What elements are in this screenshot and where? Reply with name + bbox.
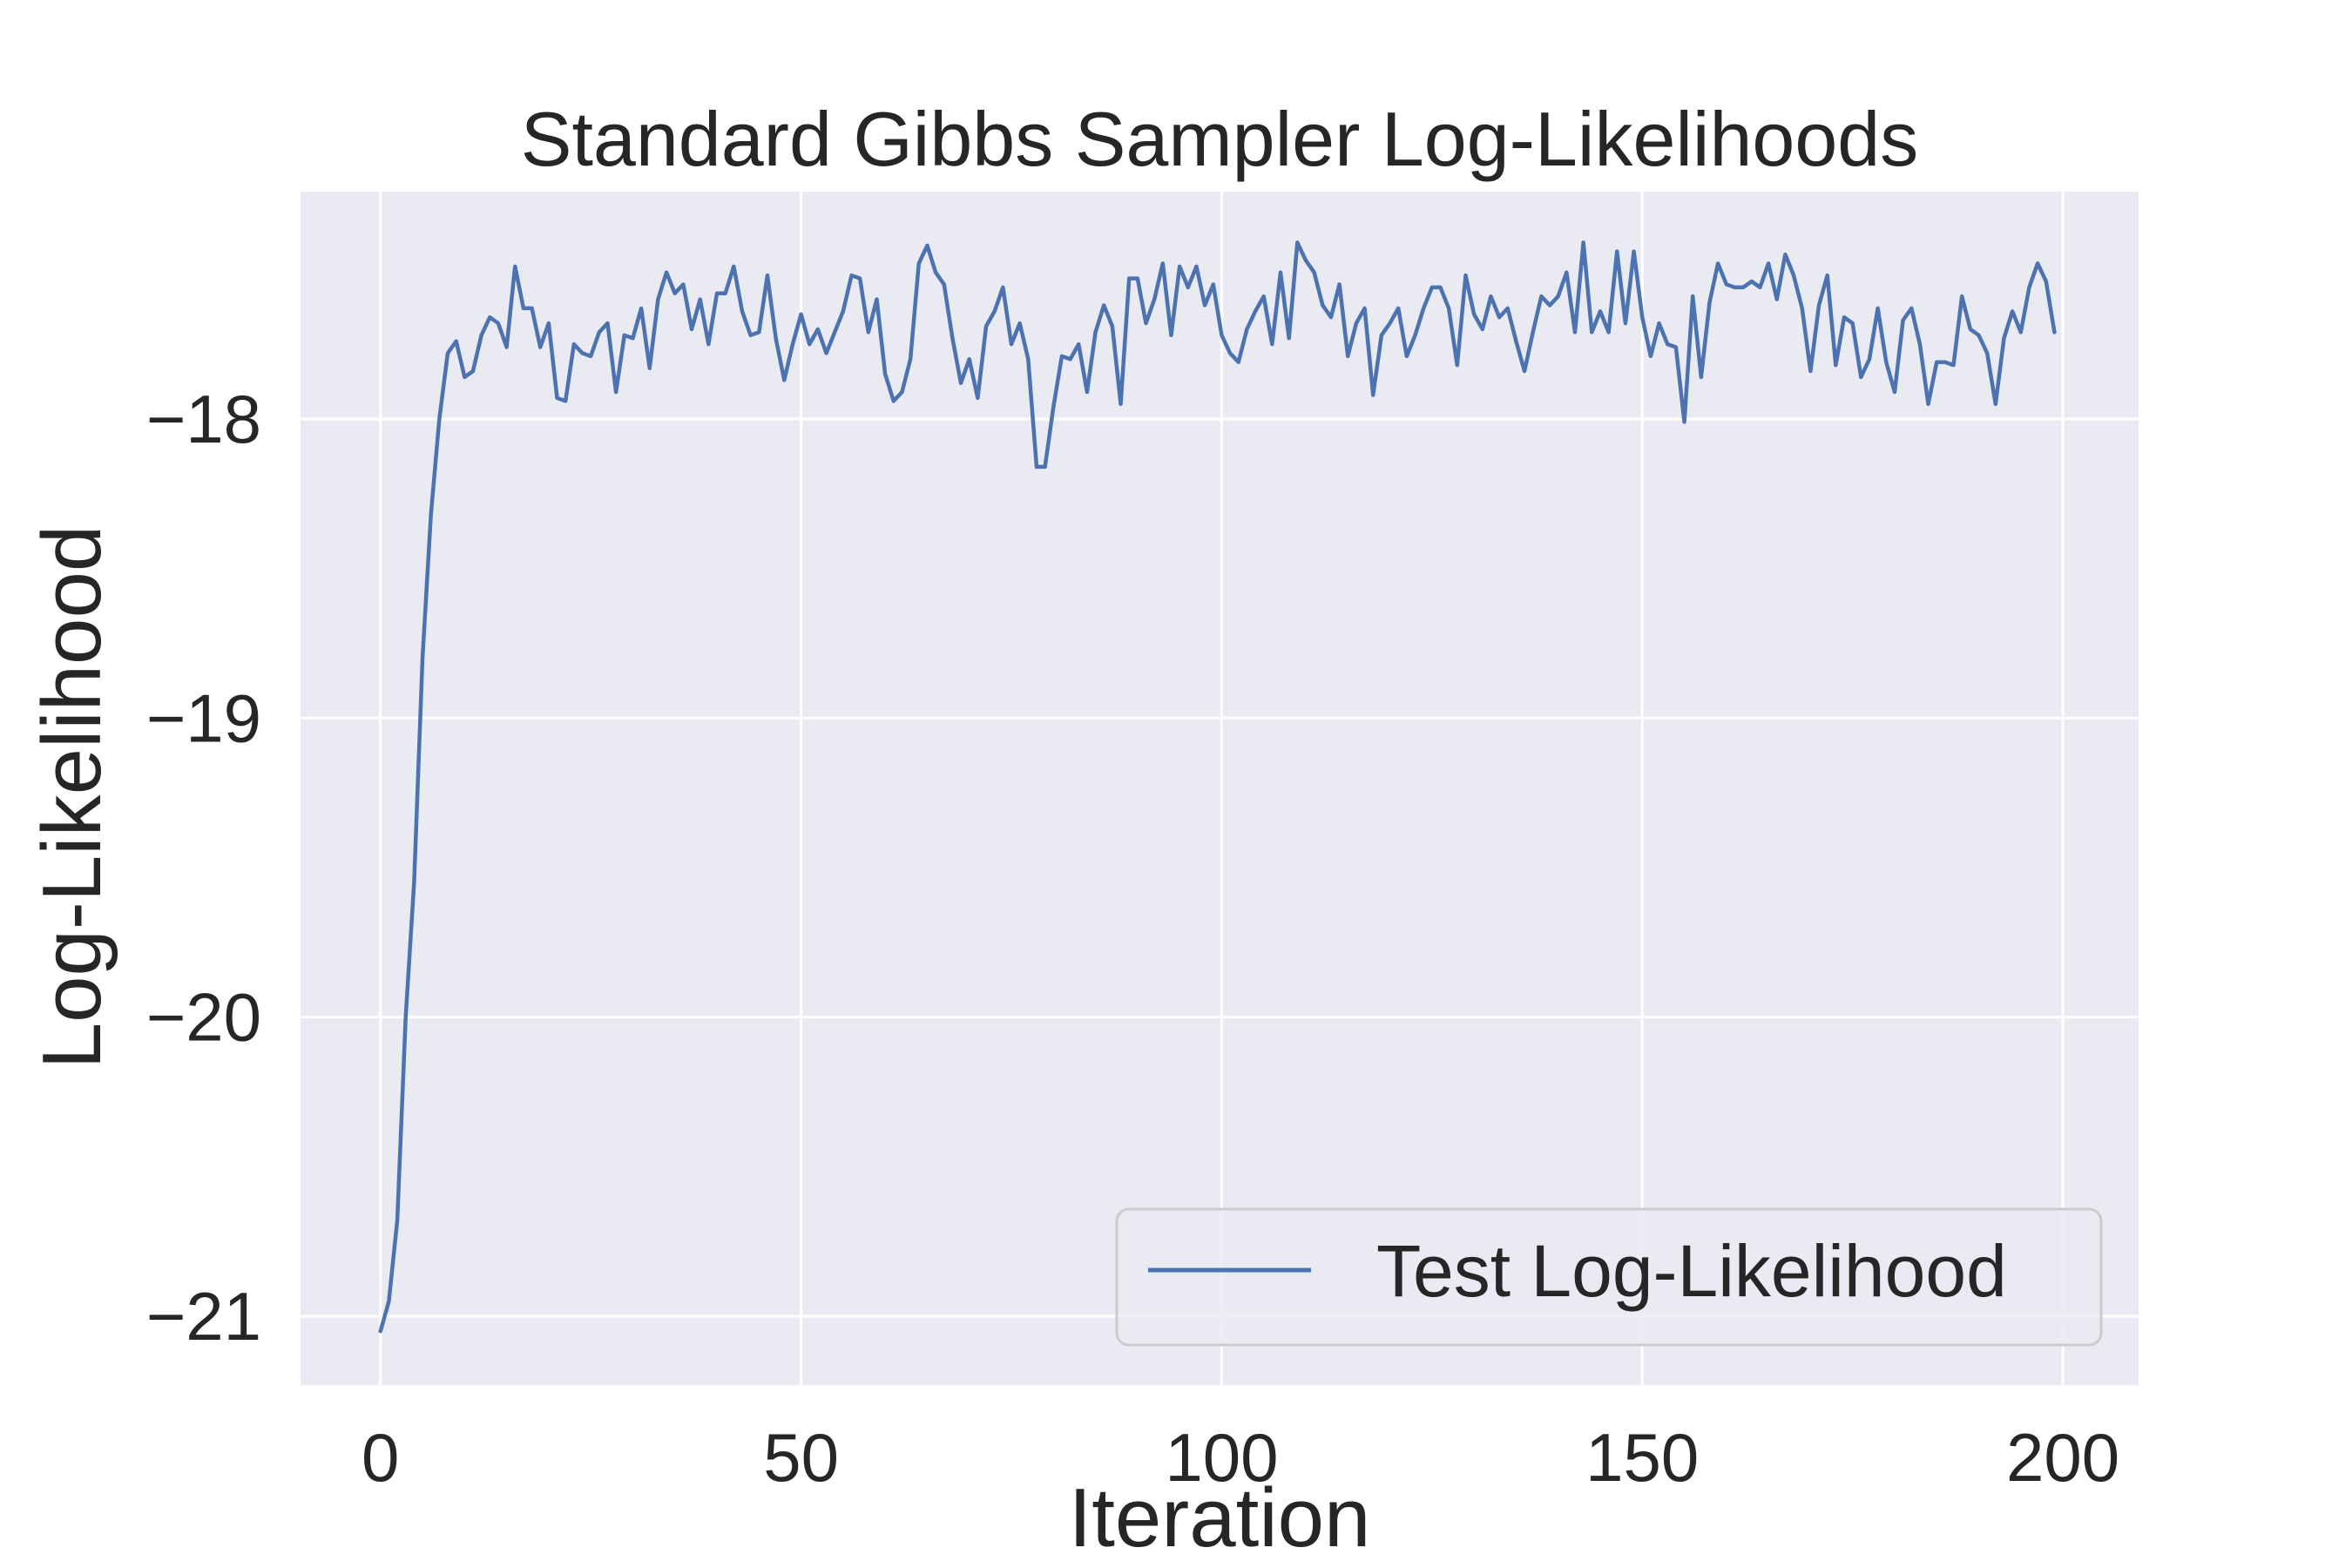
plot-background bbox=[301, 192, 2139, 1385]
y-tick-labels: −21 −20 −19 −18 bbox=[146, 381, 261, 1355]
legend: Test Log-Likelihood bbox=[1115, 1207, 2103, 1347]
y-tick-label: −21 bbox=[146, 1278, 261, 1355]
x-tick-label: 50 bbox=[763, 1419, 839, 1496]
legend-box bbox=[1115, 1207, 2103, 1347]
x-tick-label: 200 bbox=[2006, 1419, 2119, 1496]
x-axis-label: Iteration bbox=[1069, 1471, 1371, 1565]
chart-title: Standard Gibbs Sampler Log-Likelihoods bbox=[521, 96, 1919, 182]
series-line-test-log-likelihood bbox=[378, 240, 2057, 1334]
x-tick-labels: 0 50 100 150 200 bbox=[362, 1419, 2119, 1496]
legend-label: Test Log-Likelihood bbox=[1376, 1230, 2007, 1312]
y-tick-label: −20 bbox=[146, 979, 261, 1056]
x-tick-label: 150 bbox=[1585, 1419, 1699, 1496]
y-tick-label: −19 bbox=[146, 679, 261, 756]
x-tick-label: 0 bbox=[362, 1419, 399, 1496]
x-tick-label: 100 bbox=[1165, 1419, 1278, 1496]
y-axis-label: Log-Likelihood bbox=[25, 525, 118, 1069]
y-tick-label: −18 bbox=[146, 381, 261, 457]
